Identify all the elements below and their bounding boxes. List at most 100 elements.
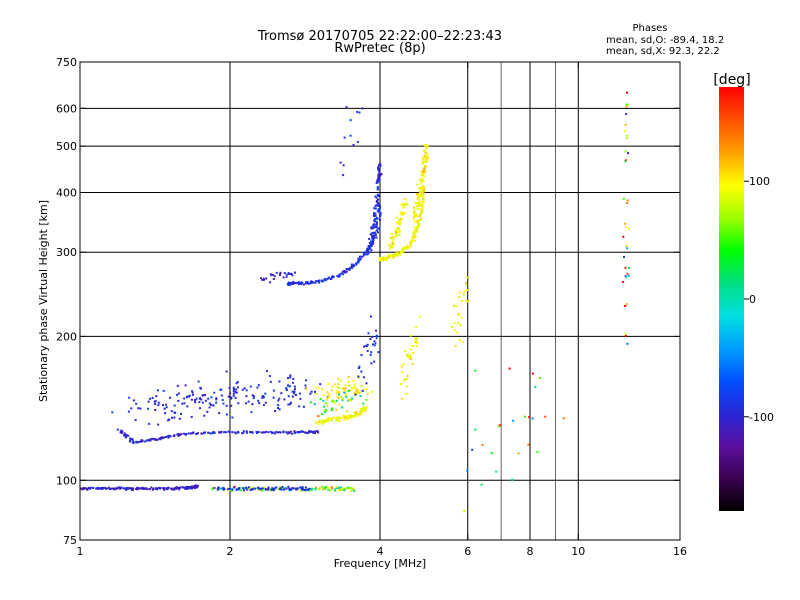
y-axis: 75 100 200 300 400 500 600 750: [56, 56, 680, 547]
data-point: [361, 389, 364, 392]
data-point: [350, 263, 353, 266]
data-point: [344, 487, 347, 490]
data-point: [363, 345, 365, 348]
data-point: [376, 209, 379, 212]
data-point: [422, 198, 425, 201]
data-point: [400, 217, 403, 220]
data-point: [296, 487, 299, 490]
data-point: [319, 383, 322, 386]
data-point: [190, 415, 193, 418]
data-point: [395, 253, 398, 256]
data-point: [371, 336, 374, 338]
data-point: [399, 250, 402, 253]
data-point: [391, 253, 394, 256]
data-point: [508, 367, 511, 370]
data-point: [417, 202, 420, 205]
data-point: [338, 391, 341, 394]
data-point: [222, 487, 225, 490]
data-point: [120, 432, 123, 434]
data-point: [350, 487, 353, 490]
data-point: [372, 239, 375, 241]
colorbar-tick-label: 0: [749, 293, 756, 306]
data-point: [339, 161, 342, 164]
data-point: [320, 413, 323, 416]
data-point: [342, 174, 345, 177]
data-point: [534, 386, 537, 388]
data-point: [330, 409, 333, 412]
data-point: [624, 275, 627, 278]
data-point: [410, 348, 412, 351]
data-point: [277, 407, 279, 409]
data-point: [624, 334, 627, 337]
data-point: [319, 398, 322, 401]
data-point: [370, 351, 373, 354]
data-point: [309, 392, 312, 395]
data-point: [157, 404, 160, 406]
data-point: [349, 389, 352, 392]
data-point: [273, 487, 276, 490]
data-point: [358, 377, 361, 379]
data-point: [247, 486, 250, 489]
data-point: [400, 397, 403, 400]
data-point: [377, 227, 380, 230]
colorbar: [719, 87, 744, 511]
data-point: [221, 487, 224, 490]
y-tick-label: 500: [56, 140, 77, 153]
data-point: [272, 278, 275, 280]
data-point: [232, 390, 235, 392]
data-point: [421, 200, 423, 203]
data-point: [322, 421, 325, 424]
data-point: [285, 389, 288, 391]
data-point: [288, 281, 291, 284]
data-point: [406, 203, 409, 206]
data-point: [232, 386, 235, 389]
data-point: [336, 378, 339, 381]
data-point: [191, 432, 194, 435]
data-point: [290, 488, 292, 491]
data-point: [426, 153, 429, 156]
data-point: [416, 225, 419, 227]
data-point: [186, 405, 189, 408]
data-point: [377, 351, 380, 354]
data-point: [209, 432, 211, 435]
data-point: [141, 487, 144, 490]
data-point: [403, 378, 406, 381]
data-point: [414, 341, 417, 344]
data-point: [95, 487, 98, 490]
data-point: [342, 164, 345, 167]
data-point: [393, 254, 396, 257]
data-point: [183, 397, 186, 400]
data-point: [625, 159, 627, 162]
data-point: [166, 487, 169, 490]
data-point: [358, 111, 361, 114]
data-point: [219, 388, 222, 391]
data-point: [349, 119, 352, 122]
data-point: [387, 256, 390, 259]
data-point: [319, 421, 322, 424]
data-point: [290, 272, 293, 275]
data-point: [376, 222, 378, 225]
data-point: [260, 431, 263, 434]
data-point: [300, 430, 303, 433]
data-point: [408, 354, 411, 357]
data-point: [460, 316, 463, 319]
data-point: [305, 281, 308, 284]
data-point: [317, 431, 320, 434]
data-point: [414, 231, 417, 234]
data-point: [246, 488, 249, 491]
data-point: [297, 281, 300, 284]
data-point: [344, 387, 347, 390]
data-point: [419, 195, 422, 198]
data-point: [294, 487, 297, 490]
data-point: [353, 414, 356, 417]
data-point: [382, 258, 385, 261]
data-point: [162, 436, 165, 439]
data-point: [136, 487, 139, 490]
data-point: [271, 273, 274, 276]
data-point: [369, 247, 372, 250]
data-point: [331, 416, 334, 419]
data-point: [324, 402, 327, 405]
data-point: [258, 402, 261, 405]
data-point: [375, 225, 378, 228]
data-point: [356, 391, 359, 394]
